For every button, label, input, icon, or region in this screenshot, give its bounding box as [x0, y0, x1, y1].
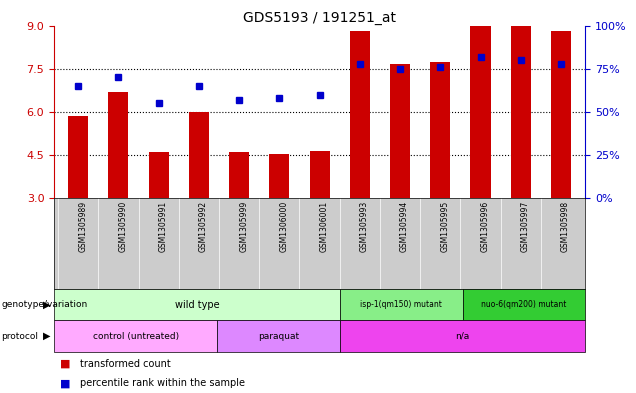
Bar	[471, 26, 490, 198]
Bar	[340, 320, 585, 352]
Text: GSM1305991: GSM1305991	[158, 201, 168, 252]
Text: GSM1305998: GSM1305998	[561, 201, 570, 252]
Text: ■: ■	[60, 358, 71, 369]
Text: GSM1305990: GSM1305990	[118, 201, 127, 252]
Text: GSM1305994: GSM1305994	[400, 201, 409, 252]
Bar	[310, 151, 329, 198]
Text: control (untreated): control (untreated)	[93, 332, 179, 340]
Bar	[218, 320, 340, 352]
Text: GSM1305993: GSM1305993	[360, 201, 369, 252]
Bar	[551, 31, 571, 198]
Bar	[108, 92, 128, 198]
Text: GSM1305995: GSM1305995	[440, 201, 449, 252]
Text: ▶: ▶	[43, 331, 51, 341]
Text: GSM1306001: GSM1306001	[319, 201, 329, 252]
Bar	[189, 112, 209, 198]
Text: genotype/variation: genotype/variation	[1, 300, 88, 309]
Bar	[430, 62, 450, 198]
Text: GSM1305999: GSM1305999	[239, 201, 248, 252]
Text: ■: ■	[60, 378, 71, 388]
Text: wild type: wild type	[175, 299, 219, 310]
Text: ▶: ▶	[43, 299, 51, 310]
Text: GSM1306000: GSM1306000	[279, 201, 288, 252]
Bar	[54, 289, 340, 320]
Text: isp-1(qm150) mutant: isp-1(qm150) mutant	[361, 300, 442, 309]
Text: GSM1305992: GSM1305992	[199, 201, 208, 252]
Bar	[350, 31, 370, 198]
Text: nuo-6(qm200) mutant: nuo-6(qm200) mutant	[481, 300, 567, 309]
Bar	[390, 64, 410, 198]
Text: paraquat: paraquat	[258, 332, 300, 340]
Bar	[269, 154, 289, 198]
Bar	[229, 152, 249, 198]
Bar	[340, 289, 462, 320]
Text: transformed count: transformed count	[80, 358, 170, 369]
Title: GDS5193 / 191251_at: GDS5193 / 191251_at	[243, 11, 396, 24]
Bar	[462, 289, 585, 320]
Text: percentile rank within the sample: percentile rank within the sample	[80, 378, 244, 388]
Text: GSM1305996: GSM1305996	[481, 201, 490, 252]
Text: GSM1305997: GSM1305997	[521, 201, 530, 252]
Bar	[68, 116, 88, 198]
Text: protocol: protocol	[1, 332, 38, 340]
Text: GSM1305989: GSM1305989	[78, 201, 87, 252]
Text: n/a: n/a	[455, 332, 470, 340]
Bar	[54, 320, 218, 352]
Bar	[511, 26, 531, 198]
Bar	[149, 152, 169, 198]
